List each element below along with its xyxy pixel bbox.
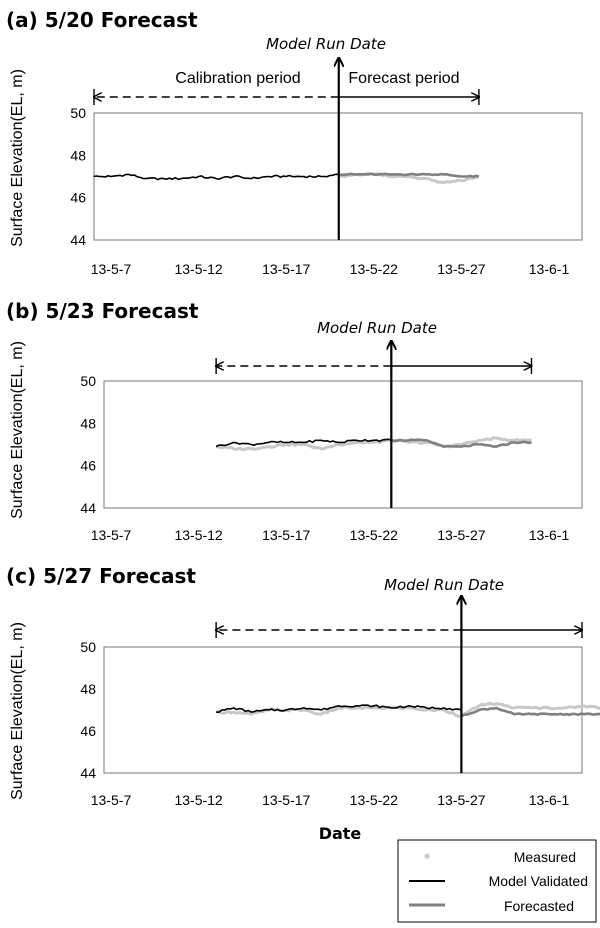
legend-item-measured: Measured — [424, 849, 576, 865]
panel-b-ytick-46: 46 — [80, 458, 96, 474]
panel-b-ytick-50: 50 — [80, 373, 96, 389]
panel-c-xtick-1: 13-5-12 — [174, 792, 222, 808]
panel-b: (b) 5/23 Forecast Surface Elevation(EL, … — [6, 299, 583, 543]
panel-b-ytick-44: 44 — [80, 500, 96, 516]
panel-b-series-validated — [215, 438, 392, 448]
legend-label-forecasted: Forecasted — [504, 898, 574, 914]
legend-label-measured: Measured — [514, 849, 576, 865]
panel-c-xtick-5: 13-6-1 — [529, 792, 570, 808]
panel-a-ytick-50: 50 — [70, 105, 86, 121]
panel-a-xtick-4: 13-5-27 — [437, 261, 485, 277]
legend: Measured Model Validated Forecasted — [397, 839, 597, 923]
panel-a-xtick-2: 13-5-17 — [262, 261, 310, 277]
panel-c-xtick-4: 13-5-27 — [437, 792, 485, 808]
panel-c-ytick-46: 46 — [80, 723, 96, 739]
panel-a-xtick-5: 13-6-1 — [529, 261, 570, 277]
panel-a-xtick-0: 13-5-7 — [91, 261, 132, 277]
panel-a-ytick-46: 46 — [70, 190, 86, 206]
panel-a-marks: 44 46 48 50 13-5-7 13-5-12 13-5-17 13-5-22 13-5-… — [70, 58, 569, 277]
panel-b-series-measured — [215, 436, 532, 452]
panel-a-calibration-label: Calibration period — [175, 70, 300, 87]
panel-a-ytick-44: 44 — [70, 232, 86, 248]
panel-c-ytick-50: 50 — [80, 639, 96, 655]
panel-a-xtick-3: 13-5-22 — [350, 261, 398, 277]
panel-b-series-forecasted — [391, 438, 532, 448]
panel-b-title: (b) 5/23 Forecast — [6, 299, 199, 323]
panel-b-xtick-2: 13-5-17 — [262, 527, 310, 543]
panel-c-xtick-3: 13-5-22 — [350, 792, 398, 808]
panel-c-title: (c) 5/27 Forecast — [6, 564, 196, 588]
panel-c-series-validated — [216, 704, 462, 714]
legend-swatch-measured — [424, 853, 430, 859]
panel-b-ylabel: Surface Elevation(EL, m) — [9, 341, 26, 519]
panel-c-series-forecasted — [460, 706, 600, 718]
panel-b-xtick-0: 13-5-7 — [91, 527, 132, 543]
panel-a-model-run-label: Model Run Date — [266, 35, 386, 53]
panel-a-xtick-1: 13-5-12 — [174, 261, 222, 277]
panel-b-ytick-48: 48 — [80, 415, 96, 431]
panel-b-model-run-label: Model Run Date — [317, 319, 437, 337]
panel-b-xtick-1: 13-5-12 — [174, 527, 222, 543]
panel-a-forecast-label: Forecast period — [348, 70, 459, 87]
panel-c-plot-area — [103, 646, 583, 774]
legend-label-validated: Model Validated — [489, 873, 588, 889]
panel-c: (c) 5/27 Forecast Surface Elevation(EL, … — [6, 564, 600, 808]
panel-c-ytick-48: 48 — [80, 681, 96, 697]
legend-item-validated: Model Validated — [409, 873, 588, 889]
panel-a-series-forecasted — [338, 172, 480, 179]
panel-c-xtick-2: 13-5-17 — [262, 792, 310, 808]
panel-b-marks: 44 46 48 50 13-5-7 13-5-12 13-5-17 13-5-22 13-5-… — [80, 341, 569, 543]
panel-a: (a) 5/20 Forecast Surface Elevation(EL, … — [6, 8, 583, 277]
panel-b-xtick-4: 13-5-27 — [437, 527, 485, 543]
panel-c-model-run-label: Model Run Date — [384, 576, 504, 594]
panel-c-xtick-0: 13-5-7 — [91, 792, 132, 808]
panel-a-series-validated — [93, 173, 339, 181]
panel-a-ytick-48: 48 — [70, 147, 86, 163]
panel-b-plot-area — [103, 380, 583, 509]
panel-b-xtick-3: 13-5-22 — [350, 527, 398, 543]
legend-item-forecasted: Forecasted — [409, 898, 574, 914]
x-axis-label: Date — [319, 824, 362, 843]
panel-a-ylabel: Surface Elevation(EL, m) — [9, 69, 26, 247]
panel-c-marks: 44 46 48 50 13-5-7 13-5-12 13-5-17 13-5-22 13-5-… — [80, 596, 600, 808]
panel-c-ylabel: Surface Elevation(EL, m) — [9, 622, 26, 800]
panel-a-title: (a) 5/20 Forecast — [6, 8, 198, 32]
panel-c-ytick-44: 44 — [80, 765, 96, 781]
panel-b-xtick-5: 13-6-1 — [529, 527, 570, 543]
